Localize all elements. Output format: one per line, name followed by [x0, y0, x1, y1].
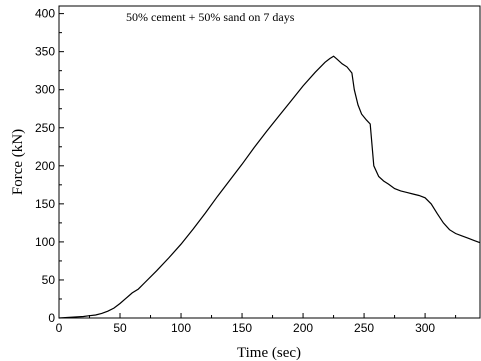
- x-tick-label: 300: [415, 321, 435, 335]
- x-tick-label: 250: [354, 321, 374, 335]
- y-axis-label: Force (kN): [10, 129, 26, 195]
- y-tick-label: 150: [35, 197, 55, 211]
- y-tick-label: 250: [35, 121, 55, 135]
- x-tick-label: 50: [113, 321, 127, 335]
- x-axis-label: Time (sec): [237, 345, 301, 361]
- x-tick-label: 0: [56, 321, 63, 335]
- y-tick-label: 300: [35, 83, 55, 97]
- chart-annotation: 50% cement + 50% sand on 7 days: [126, 10, 295, 24]
- y-tick-label: 400: [35, 7, 55, 21]
- x-tick-label: 150: [232, 321, 252, 335]
- y-tick-label: 350: [35, 45, 55, 59]
- y-axis-ticks: 0 50 100 150 200 250 300 350 400: [35, 7, 64, 325]
- x-axis-ticks: 0 50 100 150 200 250 300: [56, 313, 457, 335]
- y-tick-label: 100: [35, 235, 55, 249]
- y-tick-label: 200: [35, 159, 55, 173]
- plot-frame: [58, 5, 481, 319]
- x-tick-label: 100: [171, 321, 191, 335]
- y-tick-label: 50: [42, 273, 56, 287]
- y-tick-label: 0: [48, 311, 55, 325]
- force-series-line: [58, 55, 481, 319]
- x-tick-label: 200: [293, 321, 313, 335]
